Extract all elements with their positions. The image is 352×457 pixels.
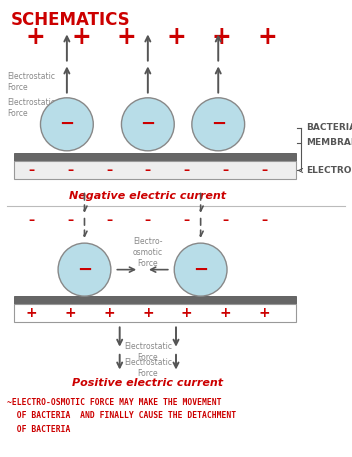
Text: +: + <box>25 26 45 49</box>
Text: –: – <box>145 164 151 176</box>
Ellipse shape <box>40 98 93 151</box>
Text: SCHEMATICS: SCHEMATICS <box>11 11 130 29</box>
Text: −: − <box>59 115 74 133</box>
Text: Electrostatic
Force: Electrostatic Force <box>124 358 172 378</box>
Text: –: – <box>67 164 74 176</box>
Text: −: − <box>211 115 226 133</box>
Bar <box>14 296 296 304</box>
Text: Positive electric current: Positive electric current <box>72 378 224 388</box>
Text: +: + <box>258 26 277 49</box>
Ellipse shape <box>121 98 174 151</box>
Text: +: + <box>212 26 232 49</box>
Text: –: – <box>261 164 267 176</box>
Text: –: – <box>222 164 228 176</box>
Text: −: − <box>193 260 208 279</box>
Text: +: + <box>64 306 76 320</box>
Text: OF BACTERIA: OF BACTERIA <box>7 425 70 434</box>
Text: –: – <box>29 214 35 227</box>
Text: Electrostatic
Force: Electrostatic Force <box>124 342 172 362</box>
Text: –: – <box>183 164 190 176</box>
Ellipse shape <box>58 243 111 296</box>
Text: ELECTRODE: ELECTRODE <box>306 166 352 175</box>
Text: BACTERIA: BACTERIA <box>306 123 352 133</box>
Text: +: + <box>219 306 231 320</box>
Ellipse shape <box>192 98 245 151</box>
Text: OF BACTERIA  AND FINALLY CAUSE THE DETACHMENT: OF BACTERIA AND FINALLY CAUSE THE DETACH… <box>7 411 236 420</box>
Text: MEMBRANE: MEMBRANE <box>306 138 352 147</box>
Text: –: – <box>261 214 267 227</box>
Text: +: + <box>26 306 38 320</box>
Text: −: − <box>140 115 155 133</box>
Text: –: – <box>145 214 151 227</box>
Text: Electrostatic
Force: Electrostatic Force <box>7 98 55 118</box>
Text: +: + <box>166 26 186 49</box>
Text: +: + <box>117 26 137 49</box>
Text: −: − <box>77 260 92 279</box>
Text: –: – <box>222 214 228 227</box>
Text: –: – <box>106 214 112 227</box>
Bar <box>14 153 296 161</box>
Bar <box>14 304 296 322</box>
Text: Electro-
osmotic
Force: Electro- osmotic Force <box>133 237 163 268</box>
Text: +: + <box>103 306 115 320</box>
Text: +: + <box>142 306 154 320</box>
Text: +: + <box>71 26 91 49</box>
Text: –: – <box>183 214 190 227</box>
Bar <box>14 161 296 179</box>
Text: –: – <box>29 164 35 176</box>
Text: –: – <box>67 214 74 227</box>
Text: +: + <box>258 306 270 320</box>
Text: +: + <box>181 306 193 320</box>
Text: –: – <box>106 164 112 176</box>
Ellipse shape <box>174 243 227 296</box>
Text: ~ELECTRO-OSMOTIC FORCE MAY MAKE THE MOVEMENT: ~ELECTRO-OSMOTIC FORCE MAY MAKE THE MOVE… <box>7 398 221 407</box>
Text: Negative electric current: Negative electric current <box>69 191 226 201</box>
Text: Electrostatic
Force: Electrostatic Force <box>7 72 55 92</box>
